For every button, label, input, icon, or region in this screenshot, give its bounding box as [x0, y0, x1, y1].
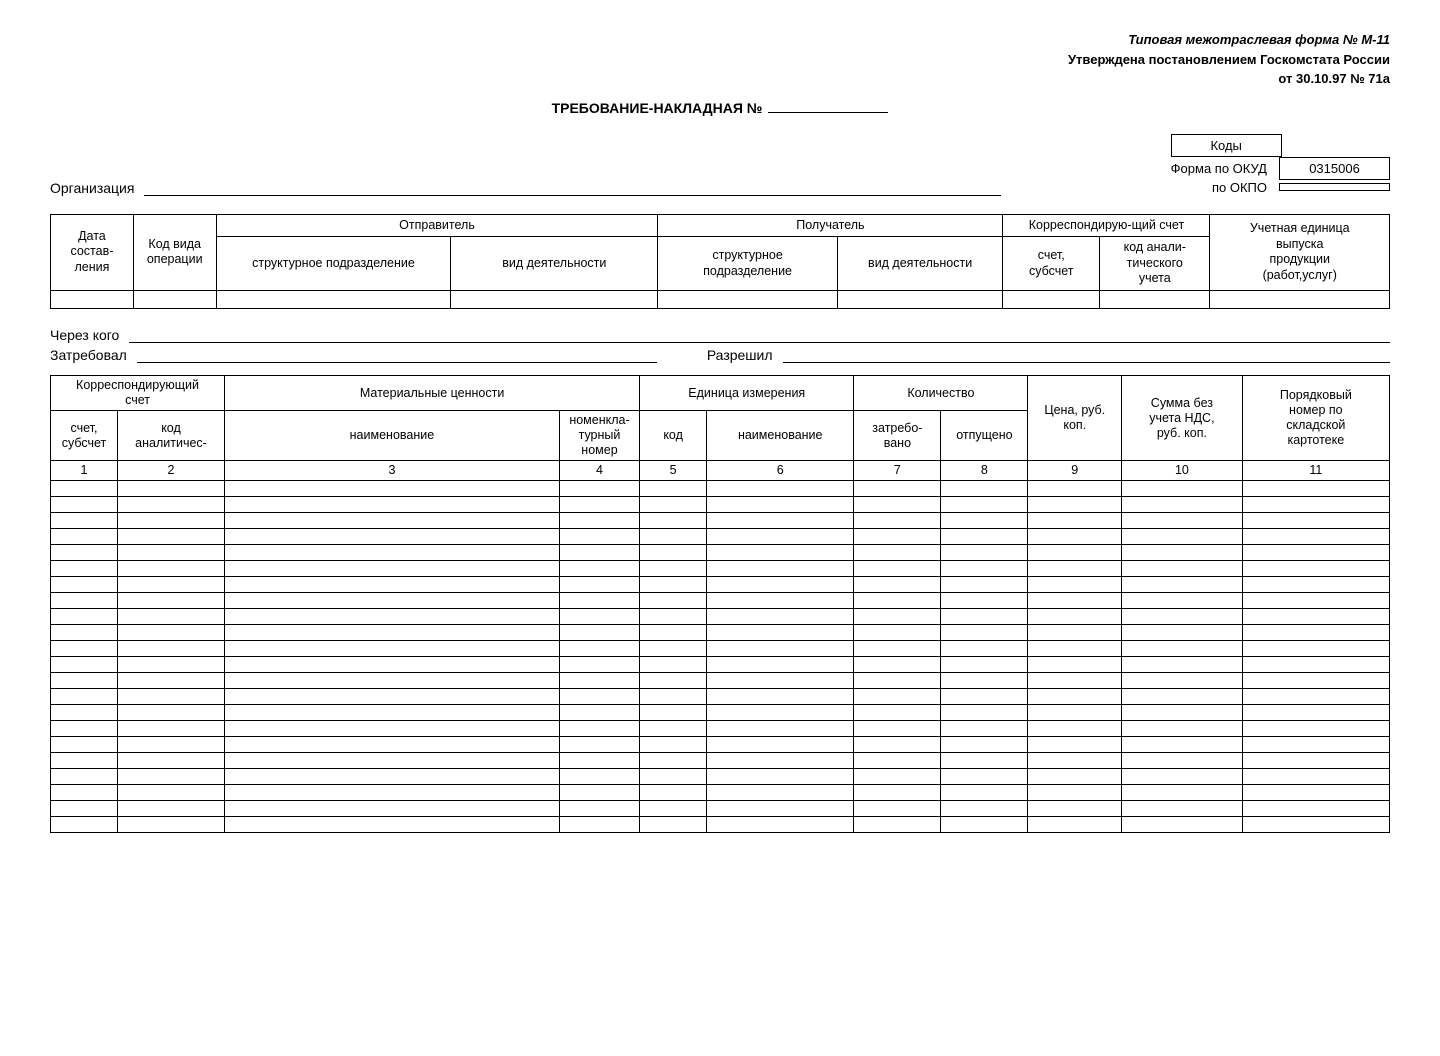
- col-num: 4: [559, 461, 639, 481]
- h-unit: Учетная единицавыпускапродукции(работ,ус…: [1210, 214, 1390, 291]
- item-row[interactable]: [51, 801, 1390, 817]
- col-num: 6: [707, 461, 854, 481]
- h2-materials: Материальные ценности: [225, 376, 640, 411]
- approved-field[interactable]: [783, 347, 1390, 363]
- item-row[interactable]: [51, 497, 1390, 513]
- item-row[interactable]: [51, 817, 1390, 833]
- h2-ord: Порядковыйномер поскладскойкартотеке: [1242, 376, 1389, 461]
- approved-label: Разрешил: [707, 347, 773, 363]
- h-sender-act: вид деятельности: [451, 237, 658, 291]
- item-row[interactable]: [51, 705, 1390, 721]
- document-title: ТРЕБОВАНИЕ-НАКЛАДНАЯ №: [552, 100, 763, 116]
- item-row[interactable]: [51, 753, 1390, 769]
- h2-unit: Единица измерения: [640, 376, 854, 411]
- col-num: 3: [225, 461, 560, 481]
- h2-ucode: код: [640, 411, 707, 461]
- h-acct-sub: счет,субсчет: [1003, 237, 1100, 291]
- item-row[interactable]: [51, 769, 1390, 785]
- table-items: Корреспондирующийсчет Материальные ценно…: [50, 375, 1390, 833]
- codes-table: Коды: [1171, 134, 1282, 157]
- h-opcode: Код видаоперации: [133, 214, 216, 291]
- col-num: 11: [1242, 461, 1389, 481]
- requested-label: Затребовал: [50, 347, 127, 363]
- item-row[interactable]: [51, 721, 1390, 737]
- item-row[interactable]: [51, 545, 1390, 561]
- col-num: 2: [117, 461, 224, 481]
- form-date-ref: от 30.10.97 № 71а: [50, 69, 1390, 89]
- h2-nomencl: номенкла-турныйномер: [559, 411, 639, 461]
- table1-data-row[interactable]: [51, 291, 1390, 309]
- item-row[interactable]: [51, 481, 1390, 497]
- table-header-info: Датасостав-ления Код видаоперации Отправ…: [50, 214, 1390, 310]
- h2-corr: Корреспондирующийсчет: [51, 376, 225, 411]
- item-row[interactable]: [51, 737, 1390, 753]
- col-num: 8: [941, 461, 1028, 481]
- h2-qty: Количество: [854, 376, 1028, 411]
- form-header: Типовая межотраслевая форма № М-11 Утвер…: [50, 30, 1390, 89]
- h-receiver: Получатель: [658, 214, 1003, 237]
- item-row[interactable]: [51, 529, 1390, 545]
- h2-name: наименование: [225, 411, 560, 461]
- h-sender: Отправитель: [216, 214, 658, 237]
- h-acct-code: код анали-тическогоучета: [1100, 237, 1210, 291]
- mid-signature-lines: Через кого Затребовал Разрешил: [50, 327, 1390, 363]
- h2-price: Цена, руб.коп.: [1028, 376, 1122, 461]
- h-corr: Корреспондирую-щий счет: [1003, 214, 1210, 237]
- h2-acct-sub: счет,субсчет: [51, 411, 118, 461]
- form-name: Типовая межотраслевая форма № М-11: [50, 30, 1390, 50]
- codes-block: Коды Форма по ОКУД 0315006 по ОКПО: [1171, 134, 1390, 195]
- h-sender-dept: структурное подразделение: [216, 237, 451, 291]
- okud-value[interactable]: 0315006: [1280, 157, 1390, 179]
- h2-requested: затребо-вано: [854, 411, 941, 461]
- item-row[interactable]: [51, 593, 1390, 609]
- item-row[interactable]: [51, 577, 1390, 593]
- h2-acct-code: коданалитичес-: [117, 411, 224, 461]
- document-title-row: ТРЕБОВАНИЕ-НАКЛАДНАЯ №: [50, 97, 1390, 116]
- h2-released: отпущено: [941, 411, 1028, 461]
- organization-field[interactable]: [144, 180, 1000, 196]
- form-approved: Утверждена постановлением Госкомстата Ро…: [50, 50, 1390, 70]
- item-row[interactable]: [51, 561, 1390, 577]
- column-numbers-row: 1234567891011: [51, 461, 1390, 481]
- h2-uname: наименование: [707, 411, 854, 461]
- h2-sum: Сумма безучета НДС,руб. коп.: [1122, 376, 1243, 461]
- okpo-label: по ОКПО: [1212, 180, 1271, 195]
- item-row[interactable]: [51, 689, 1390, 705]
- okud-label: Форма по ОКУД: [1171, 161, 1271, 176]
- item-row[interactable]: [51, 657, 1390, 673]
- col-num: 9: [1028, 461, 1122, 481]
- item-row[interactable]: [51, 785, 1390, 801]
- organization-row: Организация: [50, 134, 1171, 196]
- col-num: 7: [854, 461, 941, 481]
- organization-label: Организация: [50, 180, 134, 196]
- item-row[interactable]: [51, 609, 1390, 625]
- col-num: 1: [51, 461, 118, 481]
- h-receiver-dept: структурноеподразделение: [658, 237, 837, 291]
- codes-header: Коды: [1171, 134, 1281, 156]
- h-receiver-act: вид деятельности: [837, 237, 1003, 291]
- h-date: Датасостав-ления: [51, 214, 134, 291]
- through-label: Через кого: [50, 327, 119, 343]
- item-row[interactable]: [51, 641, 1390, 657]
- item-row[interactable]: [51, 625, 1390, 641]
- through-field[interactable]: [129, 327, 1390, 343]
- item-row[interactable]: [51, 673, 1390, 689]
- item-row[interactable]: [51, 513, 1390, 529]
- col-num: 5: [640, 461, 707, 481]
- requested-field[interactable]: [137, 347, 657, 363]
- okpo-value[interactable]: [1280, 184, 1390, 191]
- col-num: 10: [1122, 461, 1243, 481]
- document-number-field[interactable]: [768, 97, 888, 113]
